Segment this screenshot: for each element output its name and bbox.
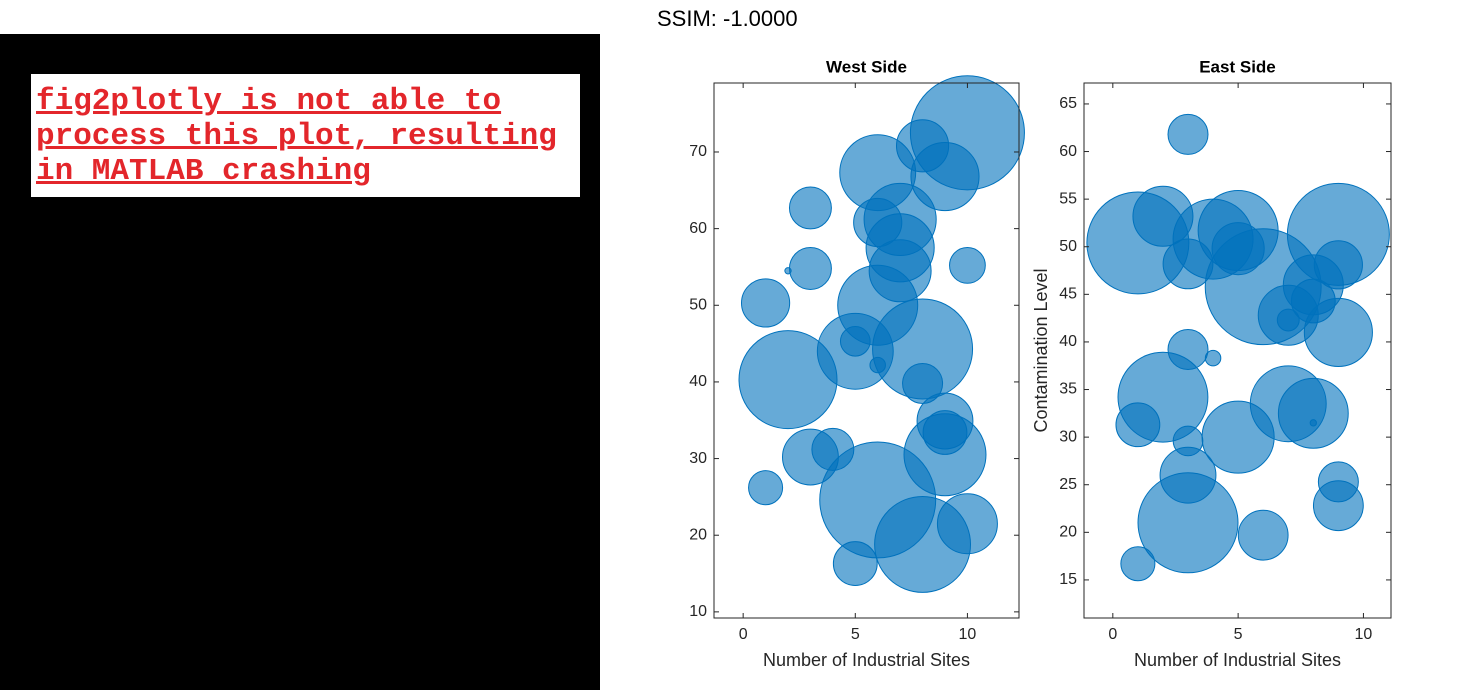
bubble — [902, 362, 944, 404]
x-tick-label: 10 — [1355, 626, 1373, 643]
bubbles — [738, 75, 1025, 593]
chart-title: East Side — [1199, 57, 1276, 76]
bubble — [748, 470, 784, 506]
bubble — [869, 356, 886, 374]
bubble — [1277, 377, 1349, 449]
y-tick-label: 25 — [1059, 476, 1077, 493]
y-tick-label: 50 — [1059, 238, 1077, 255]
bubble — [949, 247, 986, 284]
y-tick-label: 70 — [689, 143, 707, 160]
y-tick-label: 30 — [689, 450, 707, 467]
chart-title: West Side — [826, 57, 907, 76]
y-tick-label: 55 — [1059, 190, 1077, 207]
y-tick-label: 45 — [1059, 286, 1077, 303]
bubble — [738, 330, 838, 430]
bubble — [1204, 349, 1222, 367]
bubble — [1167, 113, 1209, 155]
y-tick-label: 20 — [1059, 524, 1077, 541]
bubble — [1120, 546, 1156, 582]
bubble — [788, 247, 832, 290]
y-tick-label: 60 — [689, 220, 707, 237]
x-axis-label: Number of Industrial Sites — [1134, 650, 1341, 670]
axes-box — [713, 82, 1020, 619]
x-tick-label: 5 — [1234, 626, 1243, 643]
black-panel: fig2plotly is not able to process this p… — [0, 34, 600, 690]
bubble — [839, 325, 871, 357]
y-tick-label: 20 — [689, 526, 707, 543]
bubble — [1137, 472, 1239, 574]
x-axis-label: Number of Industrial Sites — [763, 650, 970, 670]
bubble — [1201, 400, 1275, 474]
y-tick-label: 60 — [1059, 143, 1077, 160]
x-tick-label: 10 — [959, 626, 977, 643]
y-tick-label: 35 — [1059, 381, 1077, 398]
notice: fig2plotly is not able to process this p… — [31, 74, 580, 197]
y-tick-label: 40 — [689, 373, 707, 390]
ssim-label: SSIM: -1.0000 — [657, 6, 798, 31]
bubbles — [1086, 113, 1390, 582]
bubble — [1309, 419, 1317, 427]
bubble — [1237, 509, 1289, 561]
y-tick-label: 40 — [1059, 333, 1077, 350]
bubble — [788, 186, 832, 230]
bubble — [1303, 297, 1373, 367]
y-tick-label: 65 — [1059, 95, 1077, 112]
x-tick-label: 0 — [1108, 626, 1117, 643]
bubble — [832, 541, 878, 586]
x-tick-label: 0 — [739, 626, 748, 643]
axes-box — [1083, 82, 1392, 619]
bubble — [784, 267, 792, 275]
bubble — [740, 278, 791, 328]
y-tick-label: 30 — [1059, 428, 1077, 445]
y-axis-label: Contamination Level — [1031, 268, 1051, 432]
bubble — [1276, 308, 1300, 332]
y-tick-label: 15 — [1059, 571, 1077, 588]
y-tick-label: 10 — [689, 603, 707, 620]
x-tick-label: 5 — [851, 626, 860, 643]
bubble — [936, 493, 998, 555]
bubble — [1312, 480, 1364, 532]
y-tick-label: 50 — [689, 296, 707, 313]
bubble — [1115, 402, 1161, 448]
